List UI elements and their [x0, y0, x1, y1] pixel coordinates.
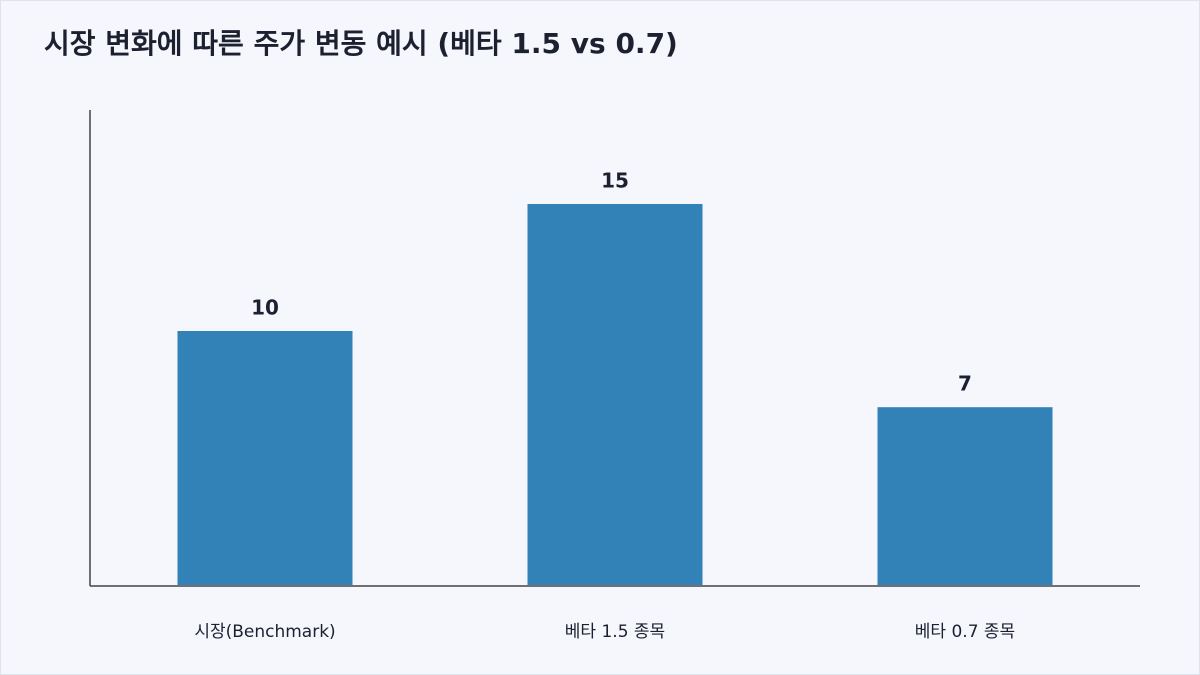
bar	[527, 203, 703, 586]
bar	[177, 330, 353, 585]
chart-title: 시장 변화에 따른 주가 변동 예시 (베타 1.5 vs 0.7)	[44, 27, 678, 60]
x-tick-label: 시장(Benchmark)	[194, 622, 335, 642]
x-tick-label: 베타 1.5 종목	[565, 622, 665, 642]
value-label: 15	[601, 168, 629, 192]
bar	[877, 407, 1053, 585]
value-label: 7	[958, 372, 972, 396]
value-label: 10	[251, 295, 279, 319]
x-tick-label: 베타 0.7 종목	[915, 622, 1015, 642]
